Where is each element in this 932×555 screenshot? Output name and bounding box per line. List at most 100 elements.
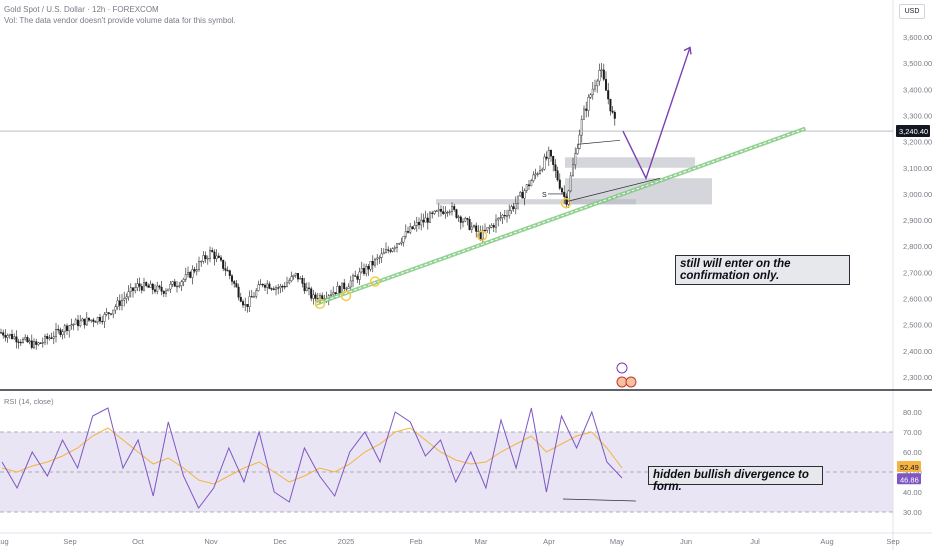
neckline	[577, 139, 621, 145]
candle-body	[314, 294, 317, 299]
candle-body	[33, 341, 36, 348]
rsi-tick-label: 30.00	[903, 508, 922, 517]
candle-body	[411, 226, 414, 229]
candle-body	[301, 278, 304, 284]
candle-body	[358, 271, 361, 280]
candle-body	[257, 284, 260, 291]
candle-body	[587, 97, 590, 111]
candle-body	[391, 248, 394, 252]
candle-body	[281, 286, 284, 288]
candle-body	[492, 225, 495, 228]
event-icon	[625, 376, 637, 388]
candle-body	[352, 275, 355, 282]
candle-body	[171, 281, 174, 285]
candle-body	[2, 332, 5, 336]
time-tick-label: Jun	[680, 537, 692, 546]
candle-body	[539, 169, 542, 174]
candle-body	[79, 320, 82, 327]
trendline-touch-marker	[340, 290, 352, 302]
candle-body	[310, 288, 313, 299]
candle-body	[275, 287, 278, 290]
time-tick-label: Oct	[132, 537, 145, 546]
candle-body	[248, 296, 251, 307]
candle-body	[591, 88, 594, 96]
price-annotation[interactable]: still will enter on the confirmation onl…	[675, 255, 850, 285]
candle-body	[90, 319, 93, 321]
candle-body	[459, 216, 462, 223]
candle-body	[164, 290, 167, 294]
candle-body	[197, 261, 200, 270]
candle-body	[202, 255, 205, 262]
price-tick-label: 3,500.00	[903, 59, 932, 68]
price-tick-label: 3,000.00	[903, 190, 932, 199]
candle-body	[147, 285, 150, 288]
candle-body	[451, 206, 454, 212]
candle-body	[598, 70, 601, 82]
candle-body	[363, 268, 366, 274]
time-tick-label: Sep	[63, 537, 76, 546]
candle-body	[512, 206, 515, 209]
candle-body	[578, 134, 581, 149]
candle-body	[413, 225, 416, 229]
candle-body	[446, 211, 449, 214]
candle-body	[19, 341, 22, 344]
price-tick-label: 3,600.00	[903, 33, 932, 42]
candle-body	[290, 276, 293, 282]
candle-body	[437, 209, 440, 212]
candle-body	[420, 219, 423, 226]
candle-body	[567, 190, 570, 205]
candle-body	[268, 283, 271, 289]
candle-body	[191, 269, 194, 278]
candle-body	[158, 285, 161, 288]
candle-body	[387, 249, 390, 251]
candle-body	[554, 164, 557, 171]
candle-body	[288, 280, 291, 284]
candle-body	[457, 216, 460, 218]
projection-arrowhead	[683, 46, 692, 55]
candle-body	[433, 210, 436, 214]
candle-body	[431, 212, 434, 214]
candle-body	[609, 98, 612, 112]
candle-body	[279, 286, 282, 289]
candle-body	[48, 337, 51, 339]
candle-body	[156, 285, 159, 292]
candle-body	[585, 108, 588, 111]
currency-button[interactable]: USD	[899, 4, 925, 19]
candle-body	[475, 225, 478, 232]
candle-body	[561, 188, 564, 193]
candle-body	[484, 229, 487, 232]
zone-upper	[565, 157, 695, 168]
price-tick-label: 2,900.00	[903, 216, 932, 225]
candle-body	[558, 179, 561, 189]
last-price-tag	[896, 125, 930, 138]
candle-body	[28, 340, 31, 343]
candle-body	[367, 265, 370, 270]
candle-body	[22, 338, 25, 343]
candle-body	[127, 291, 130, 298]
time-tick-label: Aug	[0, 537, 9, 546]
candle-body	[180, 281, 183, 287]
candle-body	[503, 215, 506, 217]
rsi-annotation[interactable]: hidden bullish divergence to form.	[648, 466, 823, 493]
candle-body	[226, 270, 229, 272]
candle-body	[523, 190, 526, 199]
rsi-tick-label: 50.00	[903, 468, 922, 477]
candle-body	[545, 156, 548, 159]
candle-body	[519, 192, 522, 197]
candle-body	[349, 280, 352, 288]
trendline-touch-marker	[369, 276, 381, 287]
candle-body	[613, 112, 616, 119]
candle-body	[294, 273, 297, 276]
candle-body	[481, 229, 484, 240]
price-tick-label: 2,400.00	[903, 347, 932, 356]
time-tick-label: Dec	[273, 537, 287, 546]
candle-body	[26, 337, 29, 343]
candle-body	[217, 255, 220, 258]
candle-body	[589, 94, 592, 98]
support-trendline-dash	[316, 128, 806, 305]
candle-body	[63, 325, 66, 332]
candle-body	[393, 247, 396, 249]
candle-body	[530, 180, 533, 187]
candle-body	[129, 287, 132, 292]
candle-body	[237, 286, 240, 298]
